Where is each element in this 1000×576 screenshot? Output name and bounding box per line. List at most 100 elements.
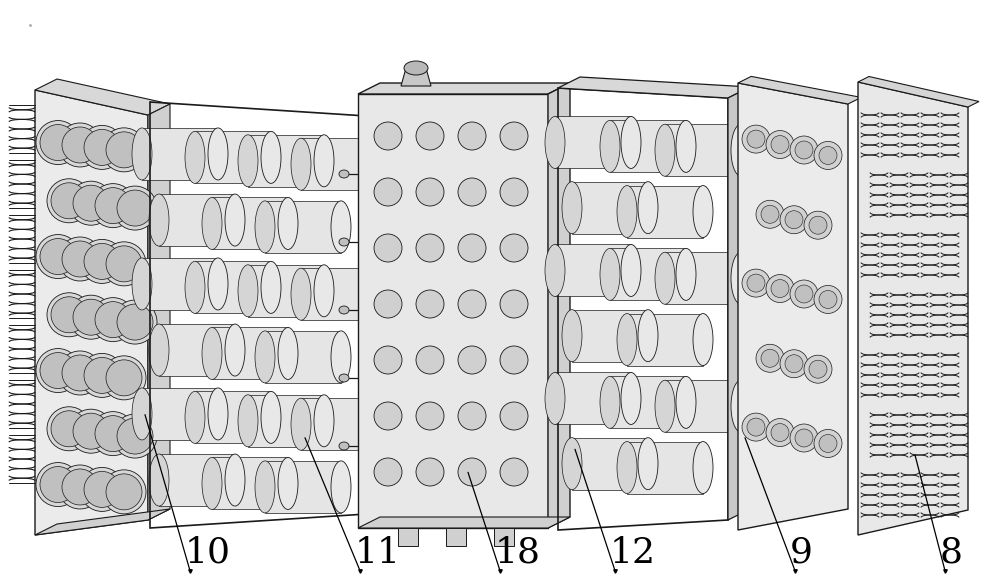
Ellipse shape xyxy=(600,376,620,429)
Ellipse shape xyxy=(804,211,832,239)
Ellipse shape xyxy=(106,474,142,510)
Ellipse shape xyxy=(562,310,582,362)
Ellipse shape xyxy=(676,120,696,172)
Text: 10: 10 xyxy=(185,536,231,570)
Ellipse shape xyxy=(458,290,486,318)
Ellipse shape xyxy=(255,201,275,253)
Ellipse shape xyxy=(795,141,813,159)
Ellipse shape xyxy=(36,234,80,279)
Ellipse shape xyxy=(225,194,245,246)
Ellipse shape xyxy=(500,234,528,262)
Polygon shape xyxy=(212,457,288,509)
Polygon shape xyxy=(159,194,235,246)
Ellipse shape xyxy=(780,350,808,378)
Ellipse shape xyxy=(416,178,444,206)
Ellipse shape xyxy=(117,190,153,226)
Ellipse shape xyxy=(676,248,696,300)
Ellipse shape xyxy=(771,279,789,298)
Ellipse shape xyxy=(809,360,827,378)
Polygon shape xyxy=(212,328,288,380)
Ellipse shape xyxy=(814,286,842,313)
Polygon shape xyxy=(446,528,466,546)
Polygon shape xyxy=(195,262,271,313)
Ellipse shape xyxy=(819,434,837,453)
Ellipse shape xyxy=(225,324,245,376)
Ellipse shape xyxy=(416,346,444,374)
Text: 18: 18 xyxy=(495,536,541,570)
Polygon shape xyxy=(265,331,341,383)
Ellipse shape xyxy=(106,360,142,396)
Polygon shape xyxy=(212,198,288,249)
Ellipse shape xyxy=(747,418,765,436)
Polygon shape xyxy=(555,116,631,168)
Ellipse shape xyxy=(91,298,135,342)
Ellipse shape xyxy=(102,470,146,514)
Ellipse shape xyxy=(106,132,142,168)
Ellipse shape xyxy=(416,122,444,150)
Ellipse shape xyxy=(621,373,641,425)
Ellipse shape xyxy=(47,407,91,451)
Ellipse shape xyxy=(766,419,794,446)
Text: 9: 9 xyxy=(790,536,813,570)
Polygon shape xyxy=(265,201,341,253)
Polygon shape xyxy=(548,83,570,528)
Ellipse shape xyxy=(655,124,675,176)
Ellipse shape xyxy=(621,116,641,168)
Ellipse shape xyxy=(208,258,228,310)
Ellipse shape xyxy=(374,290,402,318)
Polygon shape xyxy=(555,244,631,297)
Ellipse shape xyxy=(36,463,80,506)
Ellipse shape xyxy=(416,234,444,262)
Ellipse shape xyxy=(814,430,842,457)
Ellipse shape xyxy=(374,178,402,206)
Polygon shape xyxy=(738,83,848,530)
Ellipse shape xyxy=(638,181,658,234)
Polygon shape xyxy=(627,442,703,494)
Polygon shape xyxy=(858,82,968,535)
Ellipse shape xyxy=(80,240,124,283)
Ellipse shape xyxy=(339,442,349,450)
Ellipse shape xyxy=(51,183,87,219)
Ellipse shape xyxy=(809,216,827,234)
Ellipse shape xyxy=(202,198,222,249)
Polygon shape xyxy=(248,135,324,187)
Ellipse shape xyxy=(693,185,713,237)
Polygon shape xyxy=(610,248,686,300)
Ellipse shape xyxy=(761,205,779,223)
Ellipse shape xyxy=(638,310,658,362)
Ellipse shape xyxy=(790,136,818,164)
Ellipse shape xyxy=(742,269,770,297)
Ellipse shape xyxy=(95,188,131,223)
Ellipse shape xyxy=(117,304,153,340)
Ellipse shape xyxy=(339,170,349,178)
Ellipse shape xyxy=(458,458,486,486)
Ellipse shape xyxy=(117,418,153,454)
Ellipse shape xyxy=(693,442,713,494)
Ellipse shape xyxy=(545,244,565,297)
Ellipse shape xyxy=(80,126,124,169)
Polygon shape xyxy=(195,391,271,444)
Ellipse shape xyxy=(225,454,245,506)
Ellipse shape xyxy=(102,242,146,286)
Ellipse shape xyxy=(562,438,582,490)
Ellipse shape xyxy=(261,262,281,313)
Polygon shape xyxy=(665,124,741,176)
Ellipse shape xyxy=(314,135,334,187)
Ellipse shape xyxy=(255,331,275,383)
Ellipse shape xyxy=(58,237,102,281)
Ellipse shape xyxy=(500,458,528,486)
Ellipse shape xyxy=(785,355,803,373)
Ellipse shape xyxy=(780,206,808,234)
Ellipse shape xyxy=(500,402,528,430)
Polygon shape xyxy=(728,87,750,520)
Ellipse shape xyxy=(731,380,751,432)
Ellipse shape xyxy=(149,194,169,246)
Ellipse shape xyxy=(693,313,713,366)
Ellipse shape xyxy=(255,461,275,513)
Ellipse shape xyxy=(132,388,152,440)
Ellipse shape xyxy=(562,181,582,234)
Ellipse shape xyxy=(106,246,142,282)
Polygon shape xyxy=(35,90,148,535)
Ellipse shape xyxy=(374,234,402,262)
Polygon shape xyxy=(494,528,514,546)
